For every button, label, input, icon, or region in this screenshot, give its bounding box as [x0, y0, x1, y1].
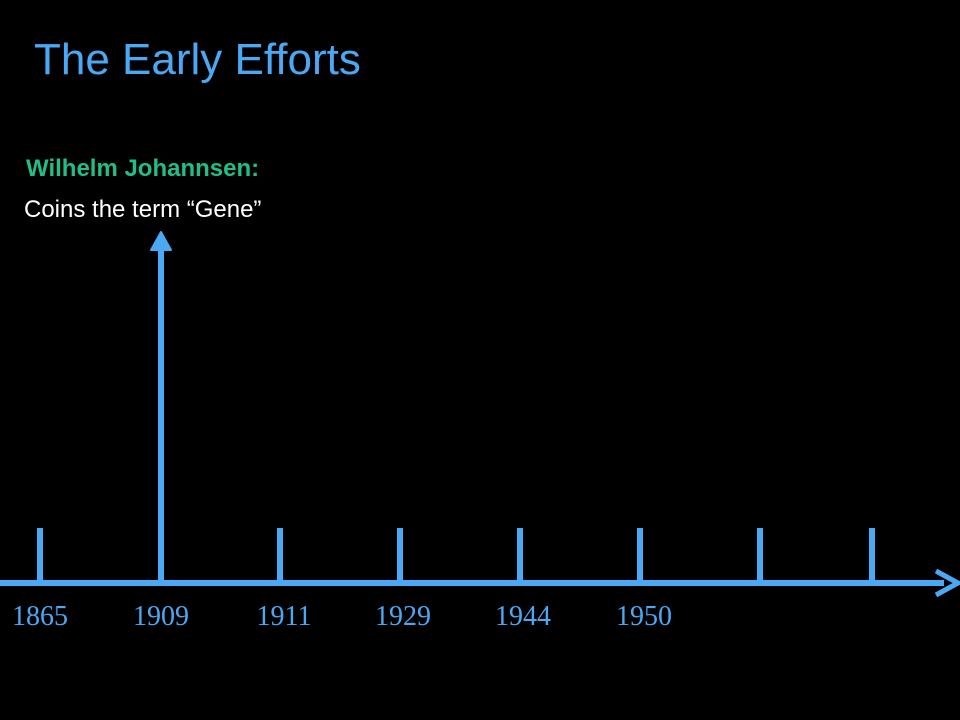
highlighted-arrow-head	[150, 231, 172, 251]
year-label-1909: 1909	[133, 601, 189, 632]
year-label-1950: 1950	[616, 601, 672, 632]
year-label-1944: 1944	[495, 601, 551, 632]
event-person-name: Wilhelm Johannsen:	[26, 155, 260, 182]
axis-arrow-head	[934, 568, 960, 598]
year-label-1911: 1911	[256, 601, 312, 632]
year-label-1865: 1865	[12, 601, 68, 632]
event-description: Coins the term “Gene”	[24, 196, 262, 223]
year-label-1929: 1929	[375, 601, 431, 632]
slide-title: The Early Efforts	[34, 35, 361, 84]
